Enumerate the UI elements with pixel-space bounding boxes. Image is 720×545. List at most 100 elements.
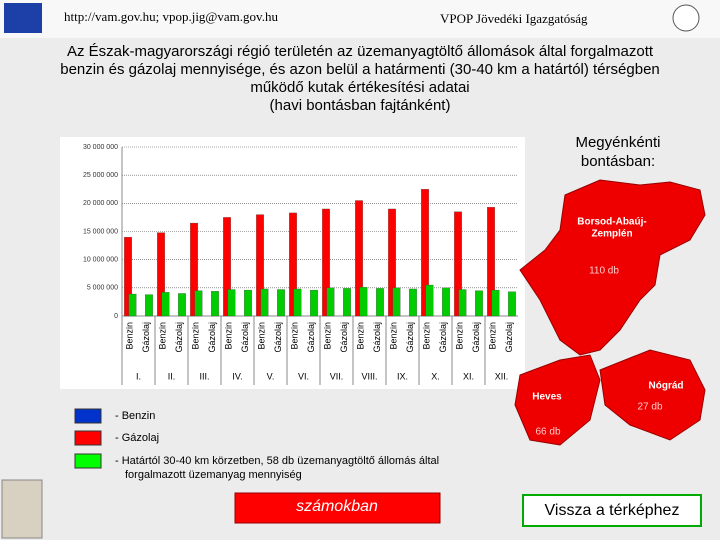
x-tick-label: Gázolaj xyxy=(438,322,448,353)
legend-label: - Benzin xyxy=(115,410,155,422)
bar xyxy=(322,208,330,317)
map-region xyxy=(599,349,706,441)
region-name: Zemplén xyxy=(591,229,632,240)
group-label: X. xyxy=(431,371,440,381)
region-name: Nógrád xyxy=(649,381,684,392)
title-line: (havi bontásban fajtánként) xyxy=(270,97,451,114)
bar xyxy=(178,293,186,317)
region-count: 66 db xyxy=(535,427,560,438)
bar xyxy=(458,289,467,317)
bar xyxy=(289,212,297,317)
group-label: IV. xyxy=(232,371,242,381)
x-tick-label: Benzin xyxy=(389,322,399,350)
bar xyxy=(487,207,495,317)
bar xyxy=(326,287,335,317)
bar xyxy=(277,289,285,317)
map-region xyxy=(514,354,601,446)
x-tick-label: Benzin xyxy=(158,322,168,350)
group-label: VII. xyxy=(330,371,344,381)
legend: - Benzin - Gázolaj - Határtól 30-40 km kör… xyxy=(74,408,439,481)
bar xyxy=(392,287,401,317)
bar xyxy=(145,294,153,317)
title: Az Észak-magyarországi régió területén a… xyxy=(60,43,660,114)
group-label: XII. xyxy=(495,371,509,381)
organization: VPOP Jövedéki Igazgatóság xyxy=(440,11,588,26)
y-tick-label: 0 xyxy=(114,313,118,320)
y-tick-label: 5 000 000 xyxy=(87,285,118,292)
region-count: 110 db xyxy=(589,266,619,277)
y-tick-label: 30 000 000 xyxy=(83,144,118,151)
bar xyxy=(161,292,170,317)
bar xyxy=(124,236,132,317)
bar xyxy=(128,293,137,317)
group-label: I. xyxy=(136,371,141,381)
map-heading: Megyénkénti xyxy=(575,134,660,151)
group-label: VIII. xyxy=(361,371,377,381)
bar xyxy=(508,291,516,317)
bar xyxy=(343,288,351,317)
bar xyxy=(256,214,264,317)
x-tick-label: Gázolaj xyxy=(372,322,382,353)
legend-swatch xyxy=(74,408,102,424)
bar xyxy=(260,288,269,317)
back-button[interactable] xyxy=(522,494,702,527)
legend-label: - Határtól 30-40 km körzetben, 58 db üze… xyxy=(115,455,439,467)
eu-flag xyxy=(4,3,42,33)
x-tick-label: Benzin xyxy=(422,322,432,350)
bar xyxy=(194,290,203,317)
bar xyxy=(227,289,236,317)
x-tick-label: Benzin xyxy=(125,322,135,350)
bar xyxy=(475,290,483,317)
x-tick-label: Benzin xyxy=(224,322,234,350)
x-tick-label: Benzin xyxy=(356,322,366,350)
x-tick-label: Benzin xyxy=(455,322,465,350)
emblem xyxy=(672,4,700,32)
y-tick-label: 15 000 000 xyxy=(83,228,118,235)
group-label: IX. xyxy=(397,371,408,381)
y-tick-label: 20 000 000 xyxy=(83,200,118,207)
header-bar xyxy=(0,0,720,38)
bar xyxy=(293,288,302,317)
logo xyxy=(1,479,43,539)
x-tick-label: Gázolaj xyxy=(471,322,481,353)
bar xyxy=(409,288,417,317)
group-label: XI. xyxy=(463,371,474,381)
bar xyxy=(376,288,384,317)
group-label: III. xyxy=(199,371,209,381)
legend-label: forgalmazott üzemanyag mennyiség xyxy=(125,469,302,481)
bar xyxy=(157,232,165,317)
bar xyxy=(359,287,368,317)
back-button-label[interactable]: Vissza a térképhez xyxy=(545,502,680,519)
x-tick-label: Gázolaj xyxy=(306,322,316,353)
x-tick-label: Gázolaj xyxy=(273,322,283,353)
bar xyxy=(421,189,429,317)
x-tick-label: Benzin xyxy=(290,322,300,350)
y-tick-label: 25 000 000 xyxy=(83,172,118,179)
legend-swatch xyxy=(74,453,102,469)
numbers-button[interactable] xyxy=(234,492,441,524)
x-tick-label: Gázolaj xyxy=(141,322,151,353)
bar xyxy=(491,289,500,317)
x-tick-label: Gázolaj xyxy=(504,322,514,353)
x-tick-label: Gázolaj xyxy=(207,322,217,353)
x-tick-label: Gázolaj xyxy=(174,322,184,353)
bar xyxy=(310,289,318,317)
bar xyxy=(190,222,198,317)
x-tick-label: Benzin xyxy=(191,322,201,350)
bar xyxy=(223,217,231,317)
bar xyxy=(211,291,219,317)
bar xyxy=(388,208,396,317)
chart: 0 5 000 000 10 000 000 15 000 000 20 000 000… xyxy=(83,144,518,385)
x-tick-label: Gázolaj xyxy=(339,322,349,353)
y-tick-label: 10 000 000 xyxy=(83,257,118,264)
numbers-button-label[interactable]: számokban xyxy=(296,498,378,515)
x-tick-label: Benzin xyxy=(323,322,333,350)
group-label: II. xyxy=(168,371,176,381)
title-line: benzin és gázolaj mennyisége, és azon be… xyxy=(60,61,660,78)
group-label: VI. xyxy=(298,371,309,381)
group-label: V. xyxy=(267,371,275,381)
map-heading: bontásban: xyxy=(581,153,655,170)
x-tick-label: Benzin xyxy=(257,322,267,350)
bar xyxy=(454,211,462,317)
